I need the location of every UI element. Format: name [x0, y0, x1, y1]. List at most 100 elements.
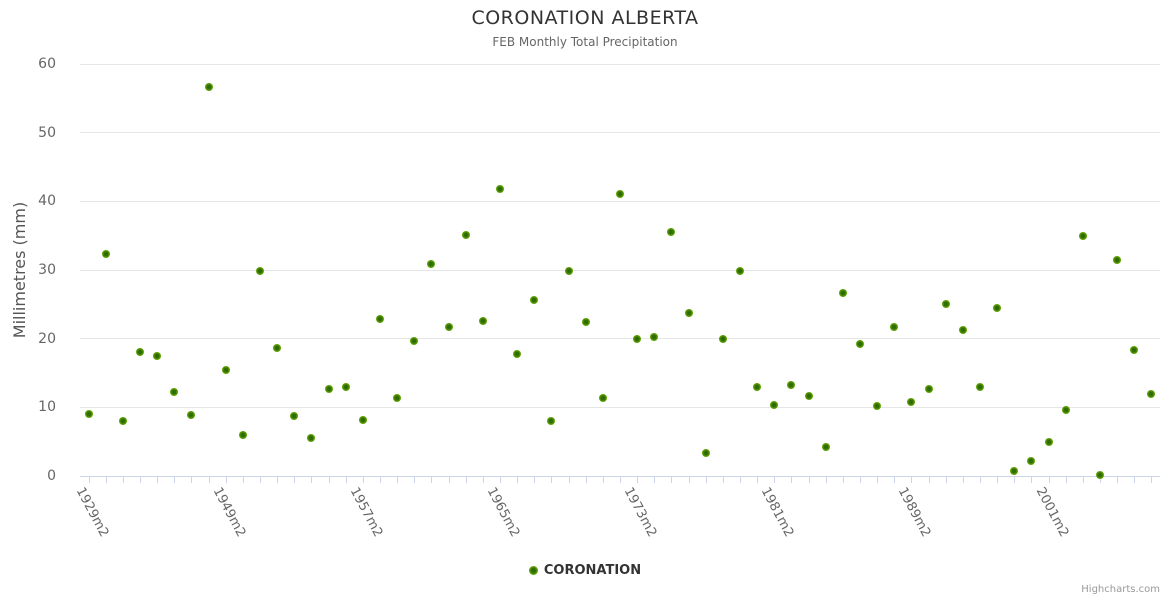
x-axis-tick — [362, 476, 364, 483]
x-axis-tick — [534, 476, 536, 483]
x-axis-tick — [620, 476, 621, 483]
data-point[interactable] — [393, 394, 402, 403]
data-point[interactable] — [616, 189, 624, 198]
data-point[interactable] — [101, 250, 110, 259]
x-axis-tick — [208, 476, 210, 483]
data-point[interactable] — [136, 347, 144, 356]
data-point[interactable] — [358, 416, 367, 425]
data-point[interactable] — [238, 430, 247, 439]
data-point[interactable] — [221, 366, 230, 375]
data-point[interactable] — [290, 411, 299, 420]
x-axis-tick — [774, 476, 776, 483]
data-point[interactable] — [924, 385, 933, 394]
x-axis-tick-label: 1989m2 — [895, 485, 934, 540]
data-point[interactable] — [1044, 437, 1053, 446]
data-point[interactable] — [856, 340, 864, 349]
data-point[interactable] — [736, 266, 744, 275]
data-point[interactable] — [941, 299, 950, 308]
data-point[interactable] — [701, 448, 710, 457]
data-point[interactable] — [873, 401, 882, 410]
x-axis-tick — [705, 476, 707, 483]
data-point[interactable] — [564, 266, 573, 275]
data-point[interactable] — [976, 383, 984, 392]
x-axis-tick — [140, 476, 141, 483]
x-axis-tick — [722, 476, 724, 483]
y-axis-tick-label: 10 — [38, 399, 56, 416]
data-point[interactable] — [153, 351, 162, 360]
data-point[interactable] — [890, 322, 899, 331]
x-axis-tick — [345, 476, 347, 483]
data-point[interactable] — [118, 417, 127, 426]
data-point[interactable] — [753, 382, 762, 391]
x-axis-tick-label: 1981m2 — [758, 485, 797, 540]
data-point[interactable] — [530, 296, 539, 305]
y-axis-tick-label: 50 — [38, 124, 56, 141]
data-point[interactable] — [718, 334, 727, 343]
data-point[interactable] — [958, 325, 967, 334]
data-point[interactable] — [170, 388, 179, 397]
highcharts-credits-link[interactable]: Highcharts.com — [1081, 584, 1160, 595]
data-point[interactable] — [444, 322, 453, 331]
data-point[interactable] — [341, 382, 350, 391]
data-point[interactable] — [993, 303, 1002, 312]
chart-subtitle: FEB Monthly Total Precipitation — [492, 35, 678, 49]
data-point[interactable] — [496, 184, 504, 193]
x-axis-tick — [1014, 476, 1016, 483]
data-point[interactable] — [324, 385, 333, 394]
x-axis-tick — [465, 476, 467, 483]
legend-item-coronation[interactable]: CORONATION — [0, 563, 1170, 578]
data-point[interactable] — [633, 334, 642, 343]
data-point[interactable] — [376, 315, 384, 324]
data-point[interactable] — [84, 410, 93, 419]
x-axis-tick — [1100, 476, 1101, 483]
data-point[interactable] — [1113, 255, 1122, 264]
data-point[interactable] — [787, 380, 796, 389]
data-point[interactable] — [204, 82, 213, 91]
data-point[interactable] — [838, 288, 847, 297]
data-point[interactable] — [1096, 470, 1104, 479]
x-axis-tick — [654, 476, 656, 483]
data-point[interactable] — [461, 230, 470, 239]
data-point[interactable] — [1061, 406, 1070, 415]
x-axis-tick — [671, 476, 673, 483]
data-point[interactable] — [1147, 389, 1156, 398]
x-axis-tick — [242, 476, 244, 483]
data-point[interactable] — [821, 443, 830, 452]
data-point[interactable] — [1010, 466, 1019, 475]
data-point[interactable] — [804, 391, 813, 400]
data-point[interactable] — [684, 308, 693, 317]
data-point[interactable] — [273, 343, 282, 352]
data-point[interactable] — [478, 316, 487, 325]
data-point[interactable] — [307, 433, 316, 442]
data-point[interactable] — [650, 332, 659, 341]
x-axis-tick — [1048, 476, 1050, 483]
data-point[interactable] — [1027, 456, 1036, 465]
data-point[interactable] — [427, 259, 436, 268]
data-point[interactable] — [513, 349, 522, 358]
data-point[interactable] — [410, 336, 419, 345]
x-axis-tick — [860, 476, 861, 483]
x-axis-tick — [568, 476, 570, 483]
x-axis-tick — [294, 476, 296, 483]
x-axis-tick — [157, 476, 159, 483]
x-axis-tick — [1082, 476, 1084, 483]
x-axis-tick — [122, 476, 124, 483]
data-point[interactable] — [907, 397, 916, 406]
x-axis-tick — [877, 476, 879, 483]
data-point[interactable] — [1078, 231, 1087, 240]
y-gridline — [80, 63, 1160, 65]
data-point[interactable] — [1130, 345, 1139, 354]
data-point[interactable] — [598, 394, 607, 403]
x-axis-tick — [380, 476, 381, 483]
x-axis-tick — [105, 476, 107, 483]
data-point[interactable] — [667, 227, 676, 236]
data-point[interactable] — [256, 266, 264, 275]
data-point[interactable] — [547, 417, 556, 426]
data-point[interactable] — [187, 410, 196, 419]
data-point[interactable] — [581, 318, 590, 327]
x-axis-tick — [482, 476, 484, 483]
x-axis-tick — [825, 476, 827, 483]
data-point[interactable] — [770, 400, 779, 409]
x-axis-tick — [740, 476, 741, 483]
